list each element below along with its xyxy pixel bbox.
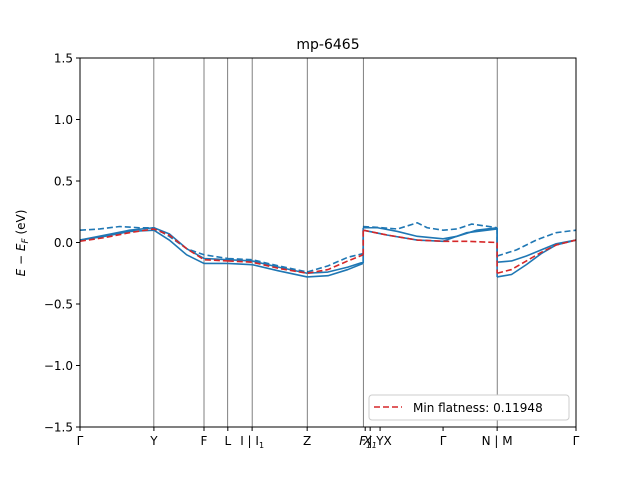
- y-axis-label-minus: −: [14, 251, 28, 269]
- x-tick-label: I | I1: [240, 434, 264, 450]
- x-tick-label: Γ: [573, 434, 580, 448]
- x-tick-label: Γ: [440, 434, 447, 448]
- min-flatness-line-0: [79, 228, 577, 275]
- y-tick-label: 1.0: [54, 113, 73, 127]
- x-tick-label: | YX: [368, 434, 391, 448]
- plot-frame: [79, 57, 577, 428]
- x-tick-label: Γ: [77, 434, 84, 448]
- legend: Min flatness: 0.11948: [368, 394, 570, 421]
- x-tick-label: Y: [149, 434, 158, 448]
- band-series-line-1: [79, 226, 577, 275]
- band-series-line-2: [79, 222, 577, 273]
- ticks-layer: −1.5 −1.0 −0.5 0.0 0.5 1.0 1.5 Γ Y F L I | I1 Z F1X1|…: [44, 52, 580, 451]
- y-axis-label: E − EF (eV): [14, 210, 31, 277]
- legend-label: Min flatness: 0.11948: [413, 401, 543, 415]
- x-tick-label: F: [201, 434, 208, 448]
- y-tick-label: −1.5: [44, 421, 73, 435]
- y-tick-label: −0.5: [44, 298, 73, 312]
- y-axis-label-e2: E: [14, 243, 28, 251]
- x-tick-label: N | M: [482, 434, 513, 448]
- chart-title: mp-6465: [296, 37, 359, 53]
- y-tick-label: 0.5: [54, 175, 73, 189]
- y-tick-label: 1.5: [54, 52, 73, 66]
- y-tick-label: 0.0: [54, 236, 73, 250]
- y-axis-label-unit: (eV): [14, 210, 28, 239]
- y-axis-label-e: E: [14, 268, 28, 276]
- series-layer: [79, 58, 577, 427]
- x-tick-label: F1: [359, 434, 371, 450]
- x-tick-label: X1: [362, 434, 376, 450]
- y-axis-label-sub: F: [21, 238, 31, 244]
- x-tick-label: Z: [303, 434, 311, 448]
- y-tick-label: −1.0: [44, 359, 73, 373]
- legend-box: [368, 394, 570, 421]
- x-tick-label: L: [224, 434, 231, 448]
